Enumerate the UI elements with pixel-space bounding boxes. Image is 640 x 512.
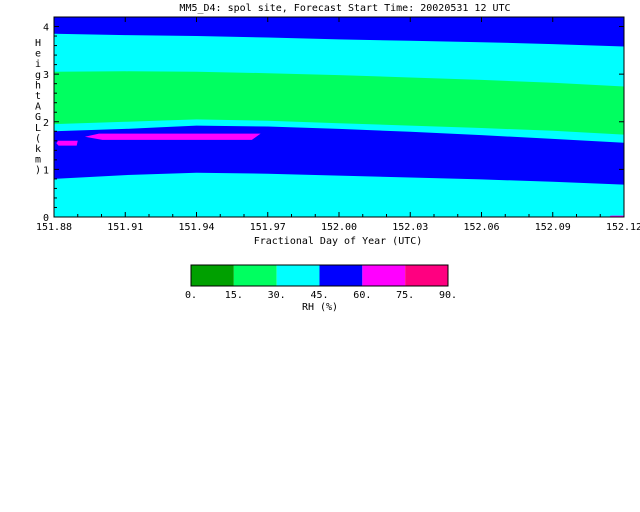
colorbar-frame [190, 264, 449, 287]
y-label-char: k [35, 144, 41, 155]
y-tick-label: 3 [43, 70, 49, 81]
rh-patch-60-75 [84, 133, 261, 140]
x-tick-label: 152.12 [606, 222, 640, 233]
x-tick-label: 151.94 [178, 222, 214, 233]
y-tick-label: 4 [43, 23, 49, 34]
y-label-char: H [35, 38, 41, 49]
x-axis-label: Fractional Day of Year (UTC) [254, 236, 423, 247]
x-tick-label: 152.06 [463, 222, 499, 233]
colorbar-tick-label: 30. [268, 290, 286, 301]
x-tick-label: 152.09 [535, 222, 571, 233]
y-label-char: t [35, 91, 41, 102]
colorbar-swatch [276, 265, 320, 286]
y-label-char: A [35, 102, 41, 113]
y-label-char: ) [35, 165, 41, 176]
x-tick-label: 152.00 [321, 222, 357, 233]
colorbar-label: RH (%) [302, 302, 338, 313]
x-axis-ticks: 151.88 151.91 151.94 151.97 152.00 152.03 152.… [36, 17, 640, 233]
y-label-char: i [35, 59, 41, 70]
y-tick-label: 2 [43, 118, 49, 129]
rh-patch-60-75 [56, 140, 78, 146]
y-label-char: h [35, 80, 41, 91]
y-label-char: ( [35, 133, 41, 144]
colorbar: 0. 15. 30. 45. 60. 75. 90. [185, 264, 457, 301]
colorbar-swatch [362, 265, 406, 286]
y-axis-ticks: 0 1 2 3 4 [43, 23, 624, 224]
colorbar-tick-label: 15. [225, 290, 243, 301]
plot-area [53, 16, 625, 218]
colorbar-tick-label: 0. [185, 290, 197, 301]
y-label-char: g [35, 70, 41, 81]
colorbar-swatch [191, 265, 234, 286]
colorbar-swatch [405, 265, 448, 286]
colorbar-swatch [319, 265, 363, 286]
band-15-30 [54, 71, 624, 135]
y-label-char: m [35, 155, 41, 166]
y-tick-label: 0 [43, 213, 49, 224]
x-tick-label: 151.88 [36, 222, 72, 233]
colorbar-swatch [233, 265, 277, 286]
band-30-45-lower [54, 172, 624, 217]
colorbar-tick-label: 75. [396, 290, 414, 301]
y-label-char: G [35, 112, 41, 123]
x-tick-label: 151.91 [107, 222, 143, 233]
y-label-char: L [35, 123, 41, 134]
colorbar-tick-label: 60. [353, 290, 371, 301]
colorbar-tick-label: 90. [439, 290, 457, 301]
x-tick-label: 151.97 [250, 222, 286, 233]
y-tick-label: 1 [43, 165, 49, 176]
chart-title: MM5_D4: spol site, Forecast Start Time: … [179, 3, 510, 14]
colorbar-tick-label: 45. [310, 290, 328, 301]
y-label-char: e [35, 49, 41, 60]
x-tick-label: 152.03 [392, 222, 428, 233]
